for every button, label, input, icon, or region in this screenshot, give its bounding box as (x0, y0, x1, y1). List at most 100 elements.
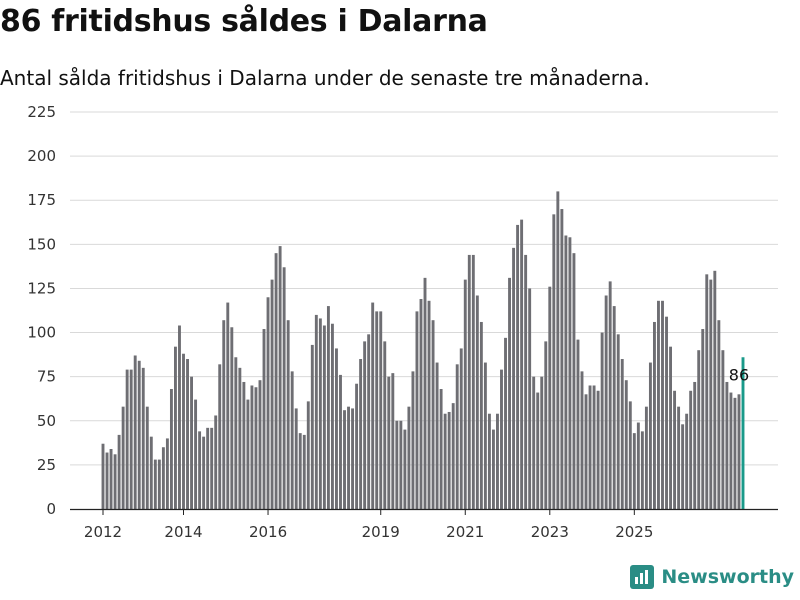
bar (238, 367, 242, 509)
bar (270, 279, 274, 509)
bar (733, 397, 737, 509)
y-tick-label: 175 (27, 191, 56, 209)
bar (463, 279, 467, 509)
bar (624, 380, 628, 509)
bar (657, 300, 660, 509)
bar (544, 341, 548, 509)
bar (701, 329, 705, 509)
bar (508, 277, 511, 509)
x-tick-label: 2012 (84, 523, 122, 541)
bar (560, 209, 564, 510)
bar (190, 376, 193, 509)
x-tick-label: 2016 (249, 523, 287, 541)
bar (234, 357, 238, 509)
bar (230, 327, 234, 509)
bar (286, 320, 290, 509)
bar (242, 381, 246, 509)
bar (137, 360, 141, 509)
bar (576, 339, 580, 509)
bar (165, 438, 169, 509)
bar (483, 362, 487, 509)
bar (371, 302, 375, 509)
bar (717, 320, 721, 509)
bar (254, 387, 258, 509)
bar (435, 362, 439, 509)
bar (520, 219, 524, 509)
bar (600, 332, 604, 509)
bar (121, 406, 125, 509)
bar (330, 323, 334, 509)
bar (528, 288, 532, 509)
newsworthy-chart-icon (630, 565, 655, 589)
bar (524, 254, 528, 509)
bar (169, 389, 173, 509)
bar (685, 413, 689, 509)
bar (504, 337, 507, 509)
bar (246, 399, 250, 509)
newsworthy-brand: Newsworthy (629, 564, 794, 590)
bar (318, 318, 322, 509)
bar (198, 431, 202, 509)
bar (153, 459, 157, 509)
bar (725, 381, 729, 509)
bar (459, 348, 463, 509)
bar (512, 247, 516, 510)
y-tick-label: 150 (27, 235, 56, 253)
bar (194, 399, 198, 509)
bar (427, 300, 431, 509)
bar (500, 369, 503, 509)
bar (335, 348, 338, 509)
bar (411, 371, 415, 509)
bar (737, 394, 741, 509)
bar (572, 253, 576, 509)
bar (644, 406, 648, 509)
bar (693, 381, 697, 509)
bar (383, 341, 387, 509)
bar (351, 408, 355, 509)
bar (326, 306, 330, 509)
bar (709, 279, 713, 509)
bar (178, 325, 181, 509)
bar (182, 353, 185, 509)
bar (568, 237, 572, 509)
bar (439, 389, 443, 509)
bar (471, 254, 475, 509)
bar (310, 344, 314, 509)
bar (640, 431, 644, 509)
bar (214, 415, 218, 509)
bar (258, 380, 262, 509)
bar (496, 413, 499, 509)
chart-subtitle: Antal sålda fritidshus i Dalarna under d… (0, 66, 650, 90)
bar (339, 374, 342, 509)
bar (628, 401, 632, 509)
bar (516, 224, 520, 510)
bar (415, 311, 419, 509)
bar (113, 454, 117, 509)
bar (250, 385, 254, 509)
bar (487, 413, 491, 509)
bar (210, 427, 214, 509)
bar (653, 321, 656, 509)
bar (407, 406, 411, 509)
bar (673, 390, 677, 509)
bar (689, 390, 693, 509)
bar (149, 436, 153, 509)
y-tick-label: 0 (46, 500, 56, 518)
bar (141, 367, 145, 509)
bar (540, 376, 544, 509)
bar (697, 350, 701, 509)
x-tick-label: 2021 (446, 523, 484, 541)
bar (262, 329, 266, 509)
bar (705, 274, 709, 509)
bar (451, 403, 455, 509)
bar (620, 359, 624, 509)
bar (266, 297, 270, 509)
bar (677, 406, 681, 509)
bar (355, 383, 359, 509)
bar (648, 362, 652, 509)
bar (367, 334, 371, 509)
bar (431, 320, 435, 509)
bar (399, 420, 403, 509)
bar (475, 295, 479, 509)
